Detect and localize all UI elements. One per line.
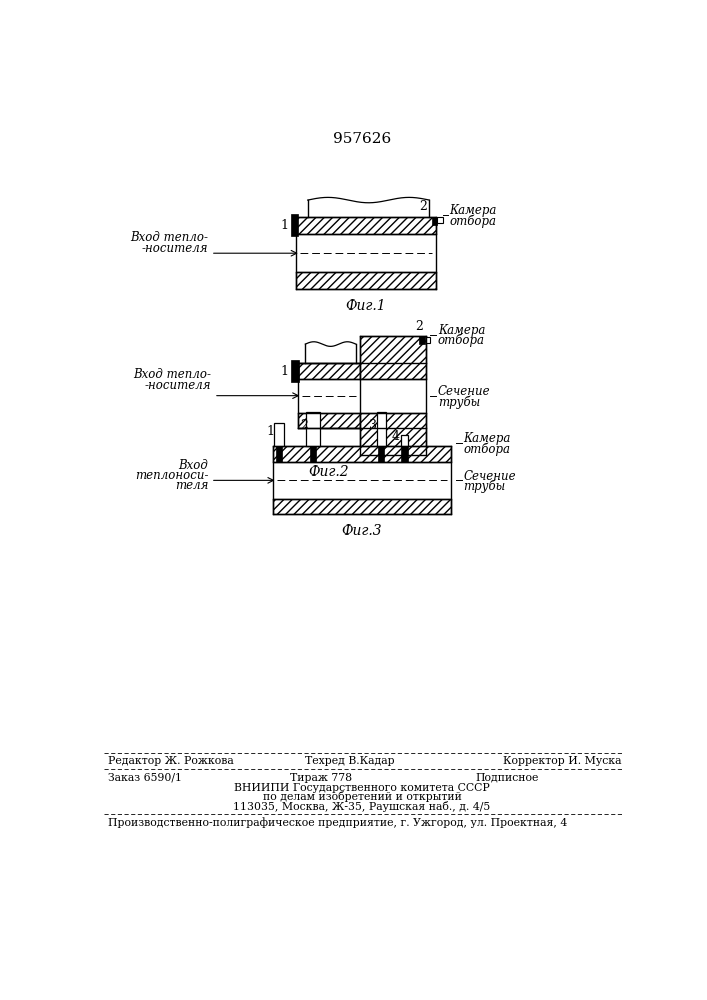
- Text: -носителя: -носителя: [142, 242, 209, 255]
- Text: Вход: Вход: [179, 459, 209, 472]
- Text: отбора: отбора: [450, 214, 496, 228]
- Bar: [426, 337, 430, 343]
- Text: теплоноси-: теплоноси-: [135, 469, 209, 482]
- Bar: [402, 446, 408, 462]
- Bar: [273, 446, 451, 462]
- Text: Фиг.1: Фиг.1: [346, 299, 386, 313]
- Text: Сечение: Сечение: [464, 470, 516, 483]
- Bar: [360, 413, 426, 455]
- Text: теля: теля: [175, 479, 209, 492]
- Text: Производственно-полиграфическое предприятие, г. Ужгород, ул. Проектная, 4: Производственно-полиграфическое предприя…: [107, 817, 567, 828]
- Text: Камера: Камера: [438, 324, 485, 337]
- Text: Техред В.Кадар: Техред В.Кадар: [305, 756, 395, 766]
- Bar: [310, 446, 316, 462]
- Text: -носителя: -носителя: [144, 379, 211, 392]
- Text: трубы: трубы: [464, 480, 506, 493]
- Bar: [377, 412, 386, 446]
- Bar: [296, 272, 436, 289]
- Text: 2: 2: [300, 419, 308, 432]
- Bar: [378, 446, 385, 462]
- Bar: [274, 423, 284, 446]
- Text: Камера: Камера: [450, 204, 497, 217]
- Bar: [273, 499, 451, 514]
- Text: трубы: трубы: [438, 395, 480, 409]
- Text: по делам изобретений и открытий: по делам изобретений и открытий: [262, 791, 462, 802]
- Text: Тираж 778: Тираж 778: [290, 773, 352, 783]
- Bar: [437, 217, 443, 223]
- Text: Фиг.2: Фиг.2: [308, 465, 349, 479]
- Text: 957626: 957626: [333, 132, 391, 146]
- Text: 2: 2: [416, 320, 423, 333]
- Text: Заказ 6590/1: Заказ 6590/1: [107, 773, 182, 783]
- Text: Сечение: Сечение: [438, 385, 491, 398]
- Text: Подписное: Подписное: [476, 773, 539, 783]
- Text: 1: 1: [280, 365, 288, 378]
- Bar: [306, 412, 320, 446]
- Bar: [296, 217, 436, 234]
- Text: Фиг.3: Фиг.3: [341, 524, 382, 538]
- Text: 4: 4: [392, 430, 400, 443]
- Text: отбора: отбора: [464, 442, 510, 456]
- Bar: [360, 336, 426, 379]
- Text: Корректор И. Муска: Корректор И. Муска: [503, 756, 621, 766]
- Bar: [401, 435, 409, 446]
- Text: Вход тепло-: Вход тепло-: [131, 231, 209, 244]
- Bar: [432, 217, 437, 225]
- Bar: [298, 363, 360, 379]
- Bar: [291, 360, 299, 382]
- Text: 113035, Москва, Ж-35, Раушская наб., д. 4/5: 113035, Москва, Ж-35, Раушская наб., д. …: [233, 801, 491, 812]
- Text: 2: 2: [419, 200, 427, 213]
- Text: 3: 3: [368, 419, 377, 432]
- Bar: [276, 446, 282, 462]
- Text: ВНИИПИ Государственного комитета СССР: ВНИИПИ Государственного комитета СССР: [234, 783, 490, 793]
- Text: Вход тепло-: Вход тепло-: [133, 368, 211, 381]
- Bar: [298, 413, 360, 428]
- Text: Камера: Камера: [464, 432, 511, 445]
- Text: отбора: отбора: [438, 333, 485, 347]
- Bar: [419, 336, 425, 344]
- Text: Редактор Ж. Рожкова: Редактор Ж. Рожкова: [107, 756, 233, 766]
- Text: 1: 1: [267, 425, 274, 438]
- Bar: [291, 214, 298, 235]
- Text: 1: 1: [280, 219, 288, 232]
